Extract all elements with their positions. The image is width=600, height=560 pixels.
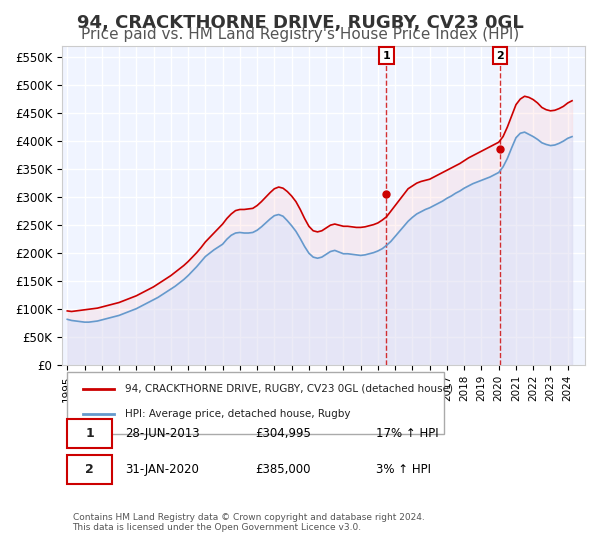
Text: 17% ↑ HPI: 17% ↑ HPI (376, 427, 439, 440)
Text: 94, CRACKTHORNE DRIVE, RUGBY, CV23 0GL (detached house): 94, CRACKTHORNE DRIVE, RUGBY, CV23 0GL (… (125, 384, 453, 394)
FancyBboxPatch shape (67, 372, 444, 433)
Text: 1: 1 (382, 50, 390, 60)
Text: 2: 2 (496, 50, 504, 60)
Text: Contains HM Land Registry data © Crown copyright and database right 2024.
This d: Contains HM Land Registry data © Crown c… (73, 512, 424, 532)
Text: 1: 1 (85, 427, 94, 440)
FancyBboxPatch shape (67, 419, 112, 448)
Text: 28-JUN-2013: 28-JUN-2013 (125, 427, 199, 440)
Text: 31-JAN-2020: 31-JAN-2020 (125, 463, 199, 476)
Text: 94, CRACKTHORNE DRIVE, RUGBY, CV23 0GL: 94, CRACKTHORNE DRIVE, RUGBY, CV23 0GL (77, 14, 523, 32)
Text: £385,000: £385,000 (256, 463, 311, 476)
Text: 2: 2 (85, 463, 94, 476)
Text: HPI: Average price, detached house, Rugby: HPI: Average price, detached house, Rugb… (125, 409, 350, 419)
Text: 3% ↑ HPI: 3% ↑ HPI (376, 463, 431, 476)
Text: £304,995: £304,995 (256, 427, 311, 440)
Text: Price paid vs. HM Land Registry's House Price Index (HPI): Price paid vs. HM Land Registry's House … (81, 27, 519, 42)
FancyBboxPatch shape (67, 455, 112, 484)
